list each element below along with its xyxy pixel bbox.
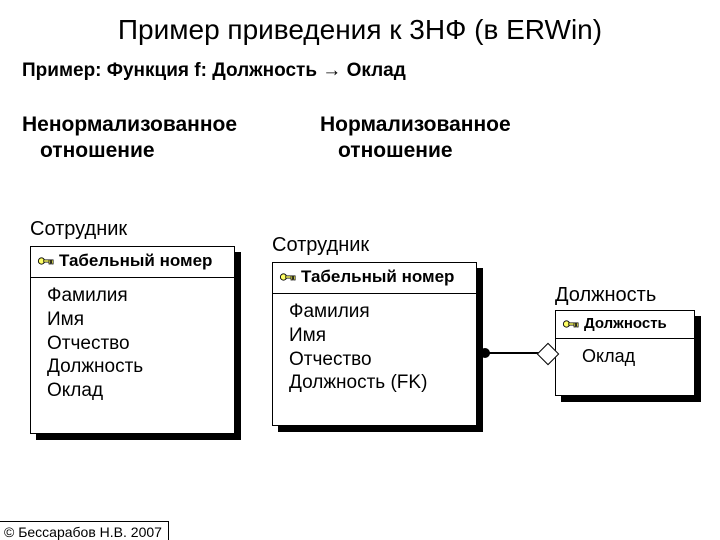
entity-box-unnorm: Табельный номер ФамилияИмяОтчествоДолжно… bbox=[30, 246, 235, 434]
attr-item: Должность (FK) bbox=[289, 371, 468, 395]
attr-item: Имя bbox=[47, 308, 226, 332]
relationship-dot-icon bbox=[480, 348, 490, 358]
entity-label-unnorm: Сотрудник bbox=[30, 218, 127, 241]
attr-item: Оклад bbox=[582, 345, 686, 368]
attr-item: Должность bbox=[47, 355, 226, 379]
header-normalized-l1: Нормализованное bbox=[320, 112, 511, 138]
header-unnormalized: Ненормализованное отношение bbox=[22, 112, 237, 165]
attr-item: Отчество bbox=[47, 332, 226, 356]
page-title: Пример приведения к 3НФ (в ERWin) bbox=[0, 14, 720, 46]
header-normalized-l2: отношение bbox=[320, 138, 511, 164]
relationship-line bbox=[484, 352, 544, 354]
attr-item: Фамилия bbox=[289, 300, 468, 324]
attr-item: Фамилия bbox=[47, 284, 226, 308]
header-normalized: Нормализованное отношение bbox=[320, 112, 511, 165]
attr-item: Отчество bbox=[289, 348, 468, 372]
key-icon bbox=[279, 270, 297, 284]
pk-row: Должность bbox=[556, 311, 694, 339]
attrs-unnorm: ФамилияИмяОтчествоДолжностьОклад bbox=[31, 278, 234, 411]
key-icon bbox=[37, 254, 55, 268]
pk-row: Табельный номер bbox=[273, 263, 476, 294]
attrs-norm-employee: ФамилияИмяОтчествоДолжность (FK) bbox=[273, 294, 476, 403]
entity-label-norm-employee: Сотрудник bbox=[272, 234, 369, 257]
copyright-text: © Бессарабов Н.В. 2007 bbox=[0, 521, 169, 540]
header-unnormalized-l2: отношение bbox=[22, 138, 237, 164]
header-unnormalized-l1: Ненормализованное bbox=[22, 112, 237, 138]
entity-box-norm-position: Должность Оклад bbox=[555, 310, 695, 396]
entity-label-norm-position: Должность bbox=[555, 284, 656, 307]
pk-row: Табельный номер bbox=[31, 247, 234, 278]
pk-text: Табельный номер bbox=[301, 267, 454, 287]
attrs-norm-position: Оклад bbox=[556, 339, 694, 376]
example-subtitle: Пример: Функция f: Должность → Оклад bbox=[22, 60, 406, 82]
entity-box-norm-employee: Табельный номер ФамилияИмяОтчествоДолжно… bbox=[272, 262, 477, 426]
key-icon bbox=[562, 317, 580, 331]
pk-text: Должность bbox=[584, 315, 667, 332]
pk-text: Табельный номер bbox=[59, 251, 212, 271]
attr-item: Оклад bbox=[47, 379, 226, 403]
attr-item: Имя bbox=[289, 324, 468, 348]
